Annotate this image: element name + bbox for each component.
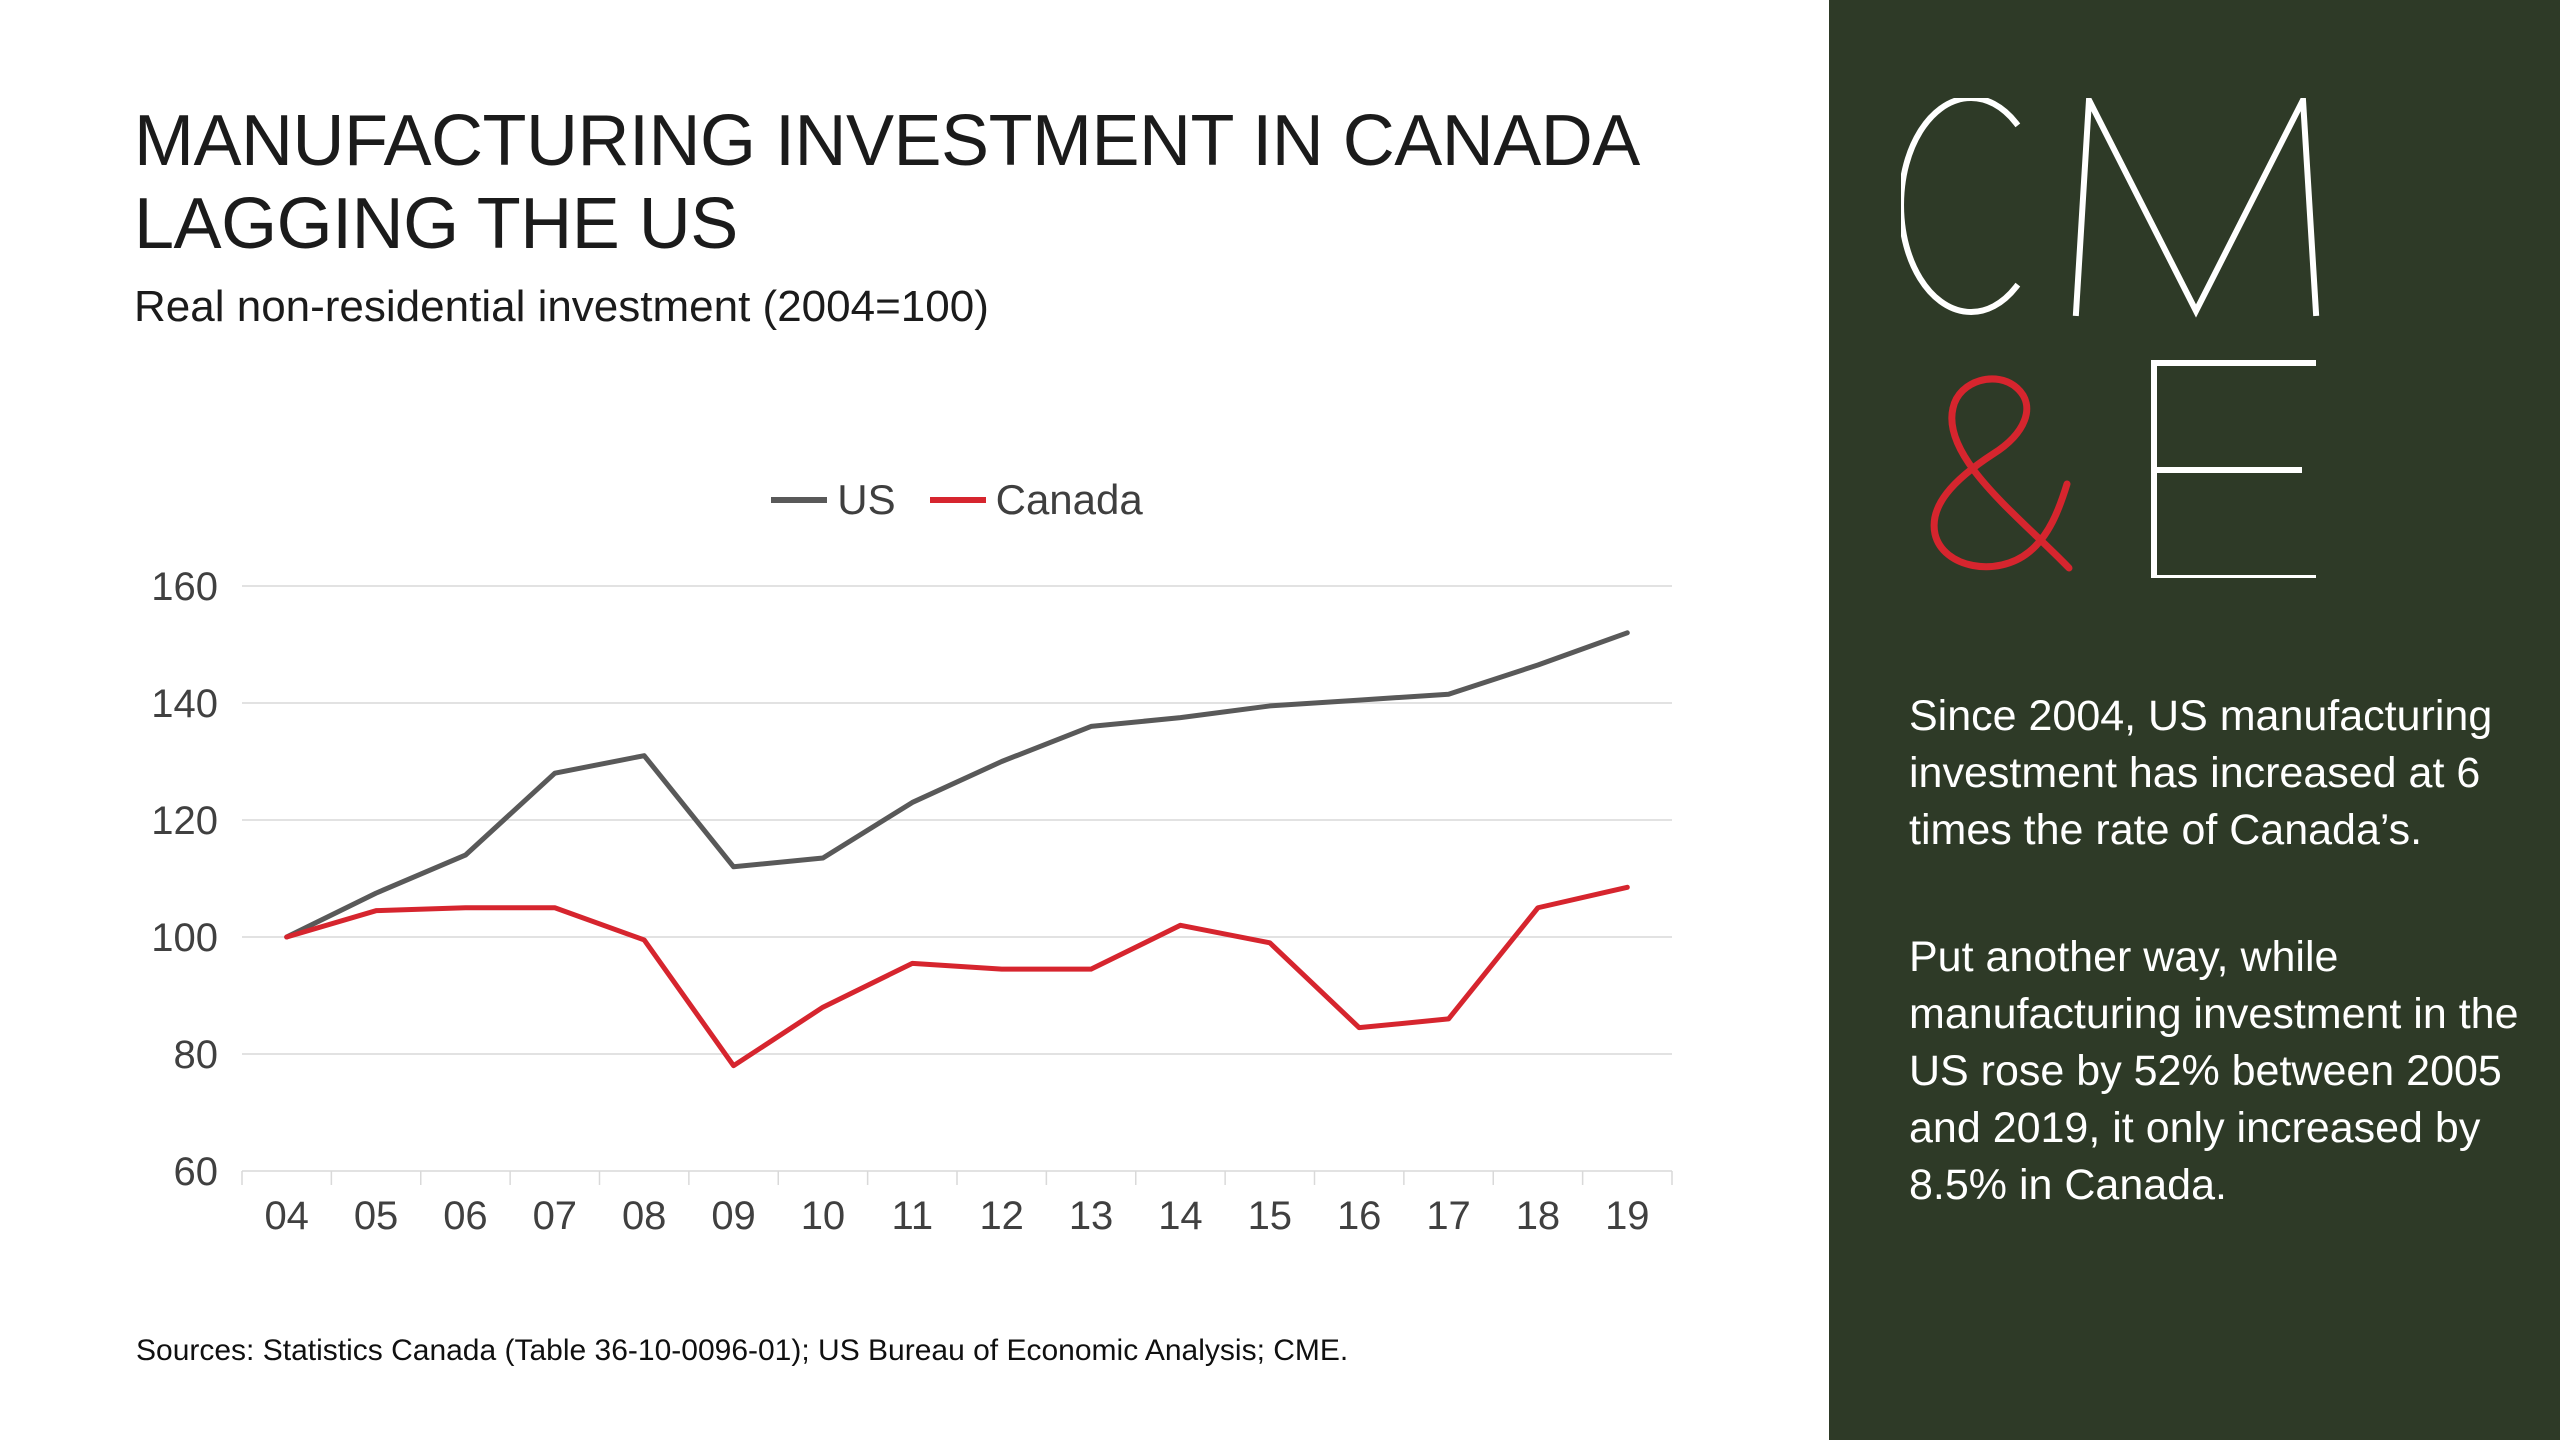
chart-subtitle: Real non-residential investment (2004=10… bbox=[134, 282, 989, 331]
brand-logo bbox=[1901, 98, 2320, 578]
logo-letter-c bbox=[1901, 98, 2021, 315]
chart-title: MANUFACTURING INVESTMENT IN CANADA LAGGIN… bbox=[134, 100, 1640, 266]
sources-note: Sources: Statistics Canada (Table 36-10-… bbox=[136, 1334, 1349, 1367]
legend-label: Canada bbox=[995, 476, 1143, 523]
x-axis-label: 15 bbox=[1248, 1194, 1293, 1238]
sidebar-paragraph: Since 2004, US manufacturing investment … bbox=[1909, 692, 2493, 854]
y-axis-label: 120 bbox=[151, 799, 218, 843]
x-axis-label: 09 bbox=[711, 1194, 756, 1238]
chart-panel: MANUFACTURING INVESTMENT IN CANADA LAGGIN… bbox=[134, 100, 1673, 1367]
x-axis-label: 17 bbox=[1426, 1194, 1471, 1238]
sidebar-text: Since 2004, US manufacturing investment … bbox=[1909, 688, 2521, 1284]
legend-label: US bbox=[837, 476, 896, 523]
x-axis-label: 06 bbox=[443, 1194, 488, 1238]
chart-svg: 60 80 100 120 140 160 04 05 06 07 08 09 10 11 12 13 14 15… bbox=[151, 566, 1673, 1238]
legend-item-Canada: Canada bbox=[929, 476, 1143, 524]
x-axis-label: 11 bbox=[892, 1194, 934, 1238]
x-axis-label: 18 bbox=[1516, 1194, 1561, 1238]
logo-letter-m bbox=[2072, 98, 2320, 318]
y-axis-label: 60 bbox=[174, 1150, 219, 1194]
x-axis-label: 05 bbox=[354, 1194, 399, 1238]
x-axis-label: 13 bbox=[1069, 1194, 1114, 1238]
logo-ampersand-icon bbox=[1930, 375, 2073, 572]
series-line-US bbox=[284, 630, 1630, 940]
x-axis-label: 14 bbox=[1158, 1194, 1203, 1238]
logo-letter-e bbox=[2151, 360, 2316, 578]
sidebar-paragraph: Put another way, while manufacturing inv… bbox=[1909, 933, 2519, 1209]
y-axis-label: 140 bbox=[151, 682, 218, 726]
series-line-Canada bbox=[284, 884, 1630, 1069]
y-axis-label: 100 bbox=[151, 916, 218, 960]
y-axis-label: 80 bbox=[174, 1033, 219, 1077]
chart-title-line1: MANUFACTURING INVESTMENT IN CANADA bbox=[134, 101, 1640, 181]
x-axis-label: 19 bbox=[1605, 1194, 1650, 1238]
x-axis-label: 07 bbox=[533, 1194, 578, 1238]
x-axis-label: 12 bbox=[979, 1194, 1024, 1238]
x-axis-label: 08 bbox=[622, 1194, 667, 1238]
sidebar-panel: Since 2004, US manufacturing investment … bbox=[1829, 0, 2560, 1440]
y-axis-label: 160 bbox=[151, 566, 218, 609]
legend-swatch bbox=[929, 497, 986, 503]
chart-title-line2: LAGGING THE US bbox=[134, 183, 738, 264]
x-axis-label: 16 bbox=[1337, 1194, 1382, 1238]
chart-legend: US Canada bbox=[242, 476, 1672, 524]
legend-item-US: US bbox=[771, 476, 896, 524]
x-axis-label: 04 bbox=[264, 1194, 309, 1238]
legend-swatch bbox=[771, 497, 828, 503]
x-axis-label: 10 bbox=[801, 1194, 846, 1238]
